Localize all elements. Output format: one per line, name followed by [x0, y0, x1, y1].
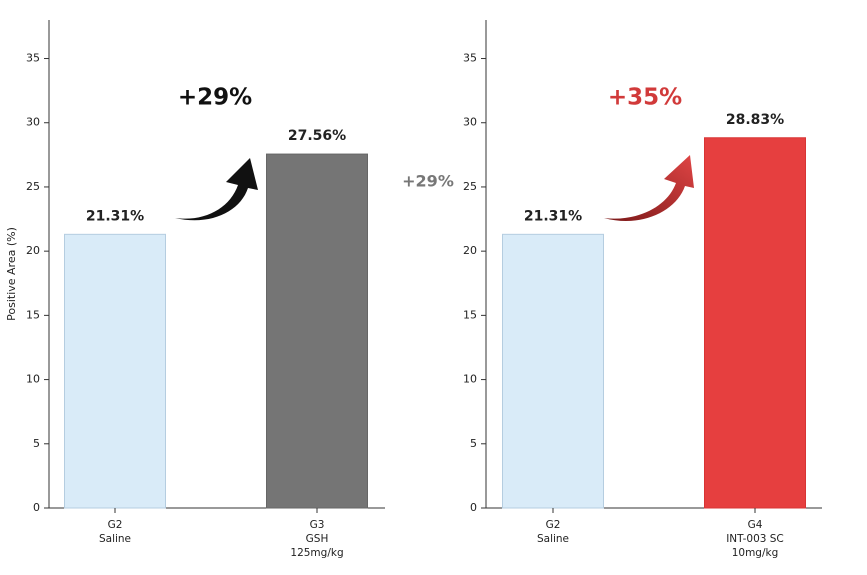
y-tick-label: 20 — [26, 244, 40, 257]
y-tick-label: 25 — [26, 180, 40, 193]
y-tick-label: 10 — [26, 373, 40, 386]
y-tick-label: 30 — [463, 116, 477, 129]
x-tick-label: G4 — [748, 519, 763, 531]
x-tick-label: G3 — [310, 519, 325, 531]
y-tick-label: 35 — [26, 52, 40, 65]
y-tick-label: 10 — [463, 373, 477, 386]
y-tick-label: 5 — [470, 437, 477, 450]
value-label: 28.83% — [726, 112, 784, 128]
bar — [704, 137, 806, 509]
annotation: +29% — [178, 85, 252, 111]
y-tick-label: 30 — [26, 116, 40, 129]
value-label: 21.31% — [86, 208, 144, 224]
bar — [64, 233, 166, 509]
value-label: 21.31% — [524, 208, 582, 224]
value-label: 27.56% — [288, 128, 346, 144]
y-tick-label: 0 — [33, 501, 40, 514]
x-tick-label: 10mg/kg — [732, 547, 779, 559]
x-tick-label: G2 — [108, 519, 123, 531]
x-tick-label: 125mg/kg — [290, 547, 343, 559]
arrow — [604, 155, 694, 222]
x-tick-label: Saline — [537, 533, 569, 545]
y-tick-label: 15 — [26, 308, 40, 321]
y-tick-label: 35 — [463, 52, 477, 65]
y-axis-label: Positive Area (%) — [5, 227, 18, 321]
x-tick-label: G2 — [546, 519, 561, 531]
x-tick-label: INT-003 SC — [726, 533, 784, 545]
y-tick-label: 5 — [33, 437, 40, 450]
y-tick-label: 0 — [470, 501, 477, 514]
bar — [502, 233, 604, 509]
y-tick-label: 25 — [463, 180, 477, 193]
bar — [266, 153, 368, 509]
side-note: +29% — [402, 172, 454, 191]
y-tick-label: 15 — [463, 308, 477, 321]
y-tick-label: 20 — [463, 244, 477, 257]
x-tick-label: Saline — [99, 533, 131, 545]
arrow — [175, 158, 258, 221]
annotation: +35% — [608, 85, 682, 111]
x-tick-label: GSH — [306, 533, 329, 545]
